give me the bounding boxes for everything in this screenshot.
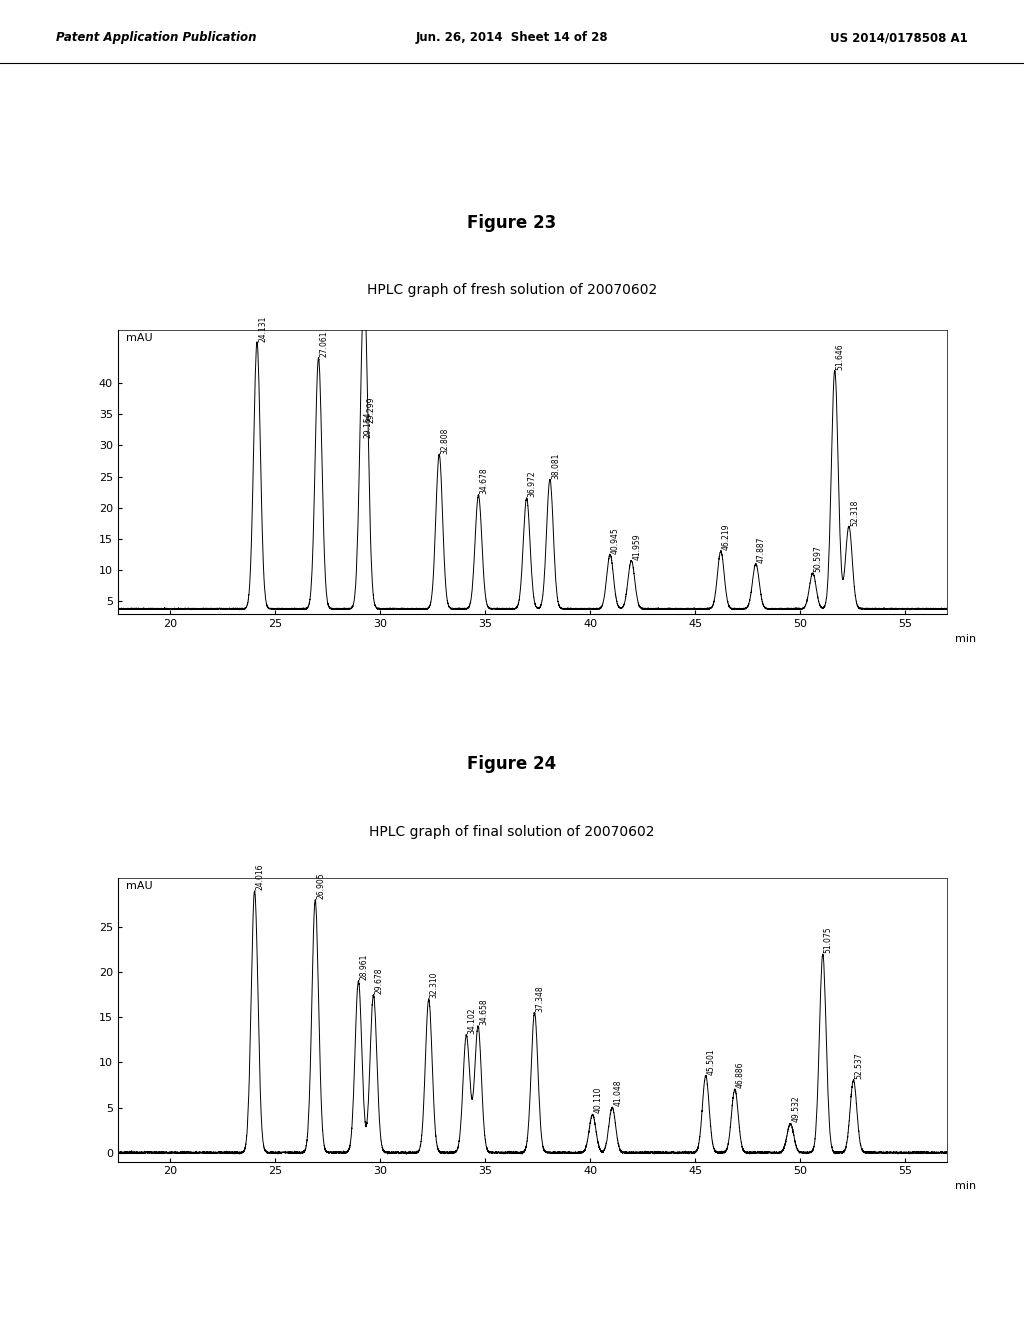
Text: Patent Application Publication: Patent Application Publication [56,32,257,44]
Text: 49.532: 49.532 [792,1096,801,1122]
Text: 38.081: 38.081 [551,453,560,479]
Text: Jun. 26, 2014  Sheet 14 of 28: Jun. 26, 2014 Sheet 14 of 28 [416,32,608,44]
Text: 37.348: 37.348 [536,985,545,1011]
Text: 28.961: 28.961 [359,953,369,979]
Text: mAU: mAU [126,880,153,891]
Text: Figure 23: Figure 23 [467,214,557,232]
Text: 46.886: 46.886 [736,1061,744,1088]
Text: 32.808: 32.808 [440,428,450,454]
Text: 29.299: 29.299 [367,396,376,422]
Text: 27.061: 27.061 [319,330,329,358]
Text: 52.537: 52.537 [855,1052,863,1080]
Text: 24.131: 24.131 [258,315,267,342]
Text: 41.048: 41.048 [613,1080,623,1106]
Text: 36.972: 36.972 [527,471,537,498]
Text: Figure 24: Figure 24 [467,755,557,774]
Text: 46.219: 46.219 [722,524,731,550]
Text: min: min [955,1181,977,1192]
Text: 50.597: 50.597 [814,545,823,573]
Text: 47.887: 47.887 [757,536,766,562]
Text: mAU: mAU [126,333,153,343]
Text: 34.102: 34.102 [467,1007,476,1034]
Text: US 2014/0178508 A1: US 2014/0178508 A1 [829,32,968,44]
Text: 34.658: 34.658 [479,998,488,1026]
Text: 34.678: 34.678 [479,467,488,495]
Text: 32.310: 32.310 [430,972,439,998]
Text: 51.646: 51.646 [836,343,845,370]
Text: 29.154: 29.154 [364,412,373,438]
Text: 41.959: 41.959 [633,533,641,560]
Text: 40.945: 40.945 [611,527,621,553]
Text: HPLC graph of final solution of 20070602: HPLC graph of final solution of 20070602 [370,825,654,838]
Text: 40.110: 40.110 [594,1086,602,1113]
Text: 45.501: 45.501 [707,1048,716,1074]
Text: 51.075: 51.075 [824,927,833,953]
Text: HPLC graph of fresh solution of 20070602: HPLC graph of fresh solution of 20070602 [367,284,657,297]
Text: 29.678: 29.678 [375,968,384,994]
Text: 24.016: 24.016 [256,863,264,890]
Text: min: min [955,634,977,644]
Text: 26.905: 26.905 [316,873,326,899]
Text: 52.318: 52.318 [850,499,859,525]
